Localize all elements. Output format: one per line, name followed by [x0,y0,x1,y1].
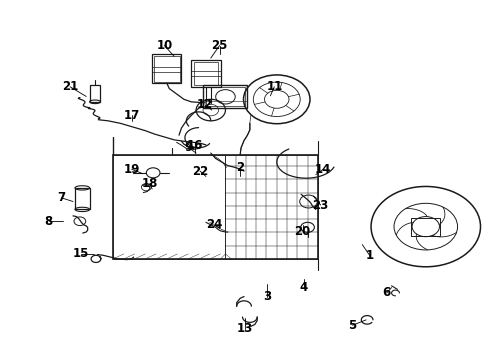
Text: 3: 3 [263,290,271,303]
Text: 16: 16 [187,139,203,152]
Text: 15: 15 [73,247,90,260]
Bar [225,155,318,259]
Text: 5: 5 [348,319,357,332]
Bar [113,155,225,259]
Text: 18: 18 [142,177,158,190]
Text: 14: 14 [315,163,331,176]
Text: 21: 21 [62,80,78,93]
Text: 23: 23 [313,199,329,212]
Bar [90,85,100,102]
Bar [75,188,90,210]
Bar [152,54,181,83]
Bar [411,218,441,235]
Text: 20: 20 [294,225,311,238]
Bar [113,155,319,259]
Bar [206,87,245,107]
Text: 10: 10 [156,39,172,52]
Text: 1: 1 [366,249,374,262]
Bar [194,62,218,85]
Text: 12: 12 [197,98,213,111]
Text: 2: 2 [236,161,244,174]
Text: 19: 19 [123,163,140,176]
Text: 7: 7 [58,192,66,204]
Text: 8: 8 [45,215,53,228]
Text: 6: 6 [383,287,391,300]
Text: 25: 25 [211,39,228,52]
Bar [191,60,220,87]
Text: 9: 9 [185,141,193,154]
Text: 17: 17 [123,109,140,122]
Text: 24: 24 [206,218,223,231]
Text: 4: 4 [299,281,308,294]
Bar [203,85,247,108]
Text: 13: 13 [237,322,253,335]
Bar [154,56,179,82]
Text: 11: 11 [266,80,282,93]
Text: 22: 22 [192,165,208,177]
